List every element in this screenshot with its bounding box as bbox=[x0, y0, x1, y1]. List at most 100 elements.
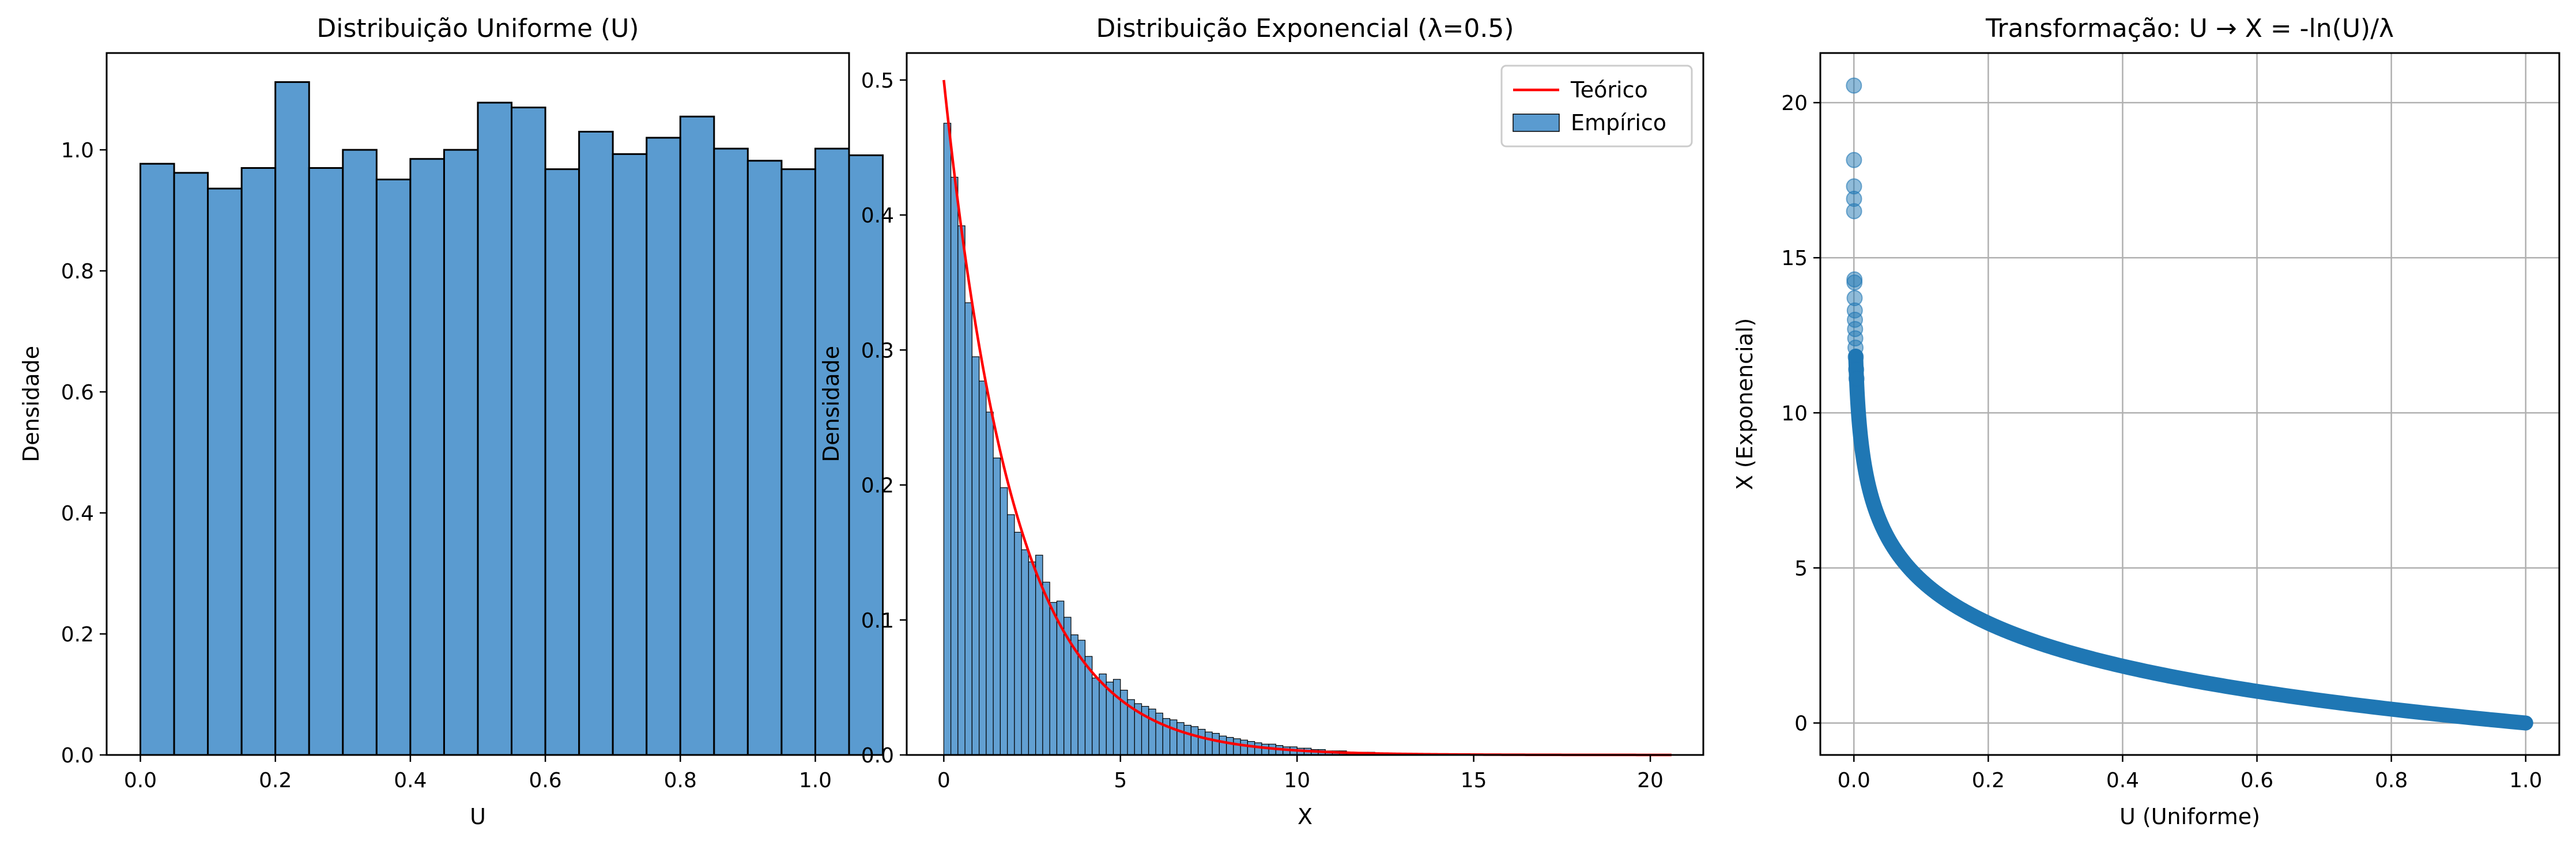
exponential-y-label: Densidade bbox=[819, 346, 844, 462]
histogram-bar bbox=[578, 131, 614, 756]
x-tick-label: 0.6 bbox=[2241, 769, 2273, 792]
histogram-bar bbox=[1176, 722, 1185, 756]
histogram-bar bbox=[1049, 602, 1058, 756]
histogram-bar bbox=[646, 137, 681, 756]
histogram-bar bbox=[1042, 581, 1050, 756]
legend-swatch-empirical bbox=[1513, 114, 1560, 132]
exponential-y-ticks: 0.0 0.1 0.2 0.3 0.4 0.5 bbox=[861, 69, 907, 768]
histogram-bar bbox=[477, 101, 513, 756]
x-tick-label: 0.0 bbox=[124, 769, 157, 792]
uniform-x-label: U bbox=[470, 804, 486, 829]
histogram-bar bbox=[951, 176, 959, 756]
histogram-bar bbox=[746, 160, 783, 756]
x-tick-label: 0.2 bbox=[259, 769, 292, 792]
x-tick-label: 0.4 bbox=[394, 769, 427, 792]
scatter-y-ticks: 0 5 10 15 20 bbox=[1781, 92, 1820, 736]
histogram-bar bbox=[511, 107, 546, 756]
histogram-bar bbox=[1219, 735, 1227, 756]
scatter-title: Transformação: U → X = -ln(U)/λ bbox=[1985, 14, 2394, 43]
histogram-bar bbox=[1021, 549, 1029, 756]
exponential-axes-frame bbox=[906, 52, 1704, 756]
x-tick-label: 1.0 bbox=[2509, 769, 2542, 792]
legend-label-theory: Teórico bbox=[1570, 77, 1648, 103]
y-tick-label: 5 bbox=[1794, 557, 1808, 580]
scatter-point bbox=[1846, 152, 1862, 168]
y-tick-label: 0.2 bbox=[61, 623, 94, 647]
histogram-bar bbox=[1198, 728, 1206, 756]
x-tick-label: 1.0 bbox=[799, 769, 832, 792]
histogram-bar bbox=[544, 168, 580, 756]
histogram-bar bbox=[1028, 561, 1036, 756]
histogram-bar bbox=[964, 302, 972, 756]
histogram-bar bbox=[848, 154, 884, 756]
scatter-x-label: U (Uniforme) bbox=[2119, 804, 2260, 829]
x-tick-label: 0.0 bbox=[1838, 769, 1870, 792]
y-tick-label: 0.4 bbox=[61, 502, 94, 526]
x-tick-label: 10 bbox=[1284, 769, 1310, 792]
histogram-bar bbox=[1240, 739, 1249, 756]
histogram-bar bbox=[1226, 737, 1234, 756]
histogram-bar bbox=[1014, 531, 1022, 756]
histogram-bar bbox=[713, 148, 749, 756]
exponential-x-ticks: 0 5 10 15 20 bbox=[937, 755, 1664, 792]
x-tick-label: 20 bbox=[1637, 769, 1664, 792]
histogram-bar bbox=[1155, 712, 1163, 756]
uniform-x-ticks: 0.0 0.2 0.4 0.6 0.8 1.0 bbox=[124, 755, 832, 792]
y-tick-label: 0.5 bbox=[861, 69, 894, 93]
x-tick-label: 0 bbox=[937, 769, 951, 792]
histogram-bar bbox=[986, 411, 994, 756]
histogram-bar bbox=[1169, 719, 1178, 756]
scatter-grid bbox=[1820, 53, 2559, 755]
histogram-bar bbox=[173, 172, 209, 756]
histogram-bar bbox=[274, 81, 310, 756]
exponential-title: Distribuição Exponencial (λ=0.5) bbox=[1096, 14, 1514, 43]
histogram-bar bbox=[1205, 731, 1213, 756]
histogram-bar bbox=[1148, 708, 1156, 756]
histogram-bar bbox=[1233, 738, 1241, 756]
histogram-bar bbox=[1247, 741, 1255, 756]
scatter-axes-frame bbox=[1819, 52, 2560, 756]
y-tick-label: 20 bbox=[1781, 92, 1808, 115]
x-tick-label: 15 bbox=[1461, 769, 1487, 792]
histogram-bar bbox=[971, 356, 980, 756]
histogram-bar bbox=[814, 148, 850, 756]
y-tick-label: 0.3 bbox=[861, 339, 894, 362]
x-tick-label: 5 bbox=[1114, 769, 1127, 792]
histogram-bar bbox=[308, 167, 344, 756]
histogram-bar bbox=[957, 225, 965, 756]
histogram-bar bbox=[993, 458, 1001, 756]
histogram-bar bbox=[943, 123, 952, 756]
scatter-y-label: X (Exponencial) bbox=[1732, 318, 1757, 490]
histogram-bar bbox=[240, 167, 277, 756]
scatter-point bbox=[2518, 715, 2533, 731]
histogram-bar bbox=[679, 115, 715, 756]
uniform-y-label: Densidade bbox=[18, 346, 44, 462]
histogram-bar bbox=[1007, 514, 1015, 756]
scatter-point bbox=[1846, 274, 1863, 291]
x-tick-label: 0.8 bbox=[664, 769, 697, 792]
legend: Teórico Empírico bbox=[1500, 65, 1693, 148]
y-tick-label: 0.6 bbox=[61, 381, 94, 405]
y-tick-label: 15 bbox=[1781, 247, 1808, 270]
y-tick-label: 0 bbox=[1794, 712, 1808, 736]
scatter-point bbox=[1846, 77, 1862, 94]
uniform-title: Distribuição Uniforme (U) bbox=[316, 14, 639, 43]
histogram-bar bbox=[612, 153, 648, 756]
x-tick-label: 0.6 bbox=[529, 769, 561, 792]
uniform-axes-frame bbox=[105, 52, 850, 756]
uniform-bars bbox=[139, 81, 884, 756]
scatter-point bbox=[1848, 371, 1865, 387]
legend-label-empirical: Empírico bbox=[1571, 110, 1666, 135]
exponential-histogram-panel: 0 5 10 15 20 0.0 0.1 0.2 0.3 0.4 0.5 Distribuição… bbox=[819, 14, 1704, 829]
transformation-scatter-panel: 0.0 0.2 0.4 0.6 0.8 1.0 0 5 10 15 20 Transformaçã… bbox=[1732, 14, 2560, 829]
exponential-x-label: X bbox=[1298, 804, 1312, 829]
histogram-bar bbox=[1092, 677, 1100, 756]
histogram-bar bbox=[1183, 724, 1191, 756]
x-tick-label: 0.8 bbox=[2375, 769, 2408, 792]
y-tick-label: 0.2 bbox=[861, 474, 894, 498]
y-tick-label: 1.0 bbox=[61, 139, 94, 163]
histogram-bar bbox=[1212, 732, 1220, 756]
histogram-bar bbox=[342, 149, 378, 756]
uniform-histogram-panel: 0.0 0.2 0.4 0.6 0.8 1.0 0.0 0.2 0.4 0.6 0.8 1.0 Di… bbox=[18, 14, 884, 829]
